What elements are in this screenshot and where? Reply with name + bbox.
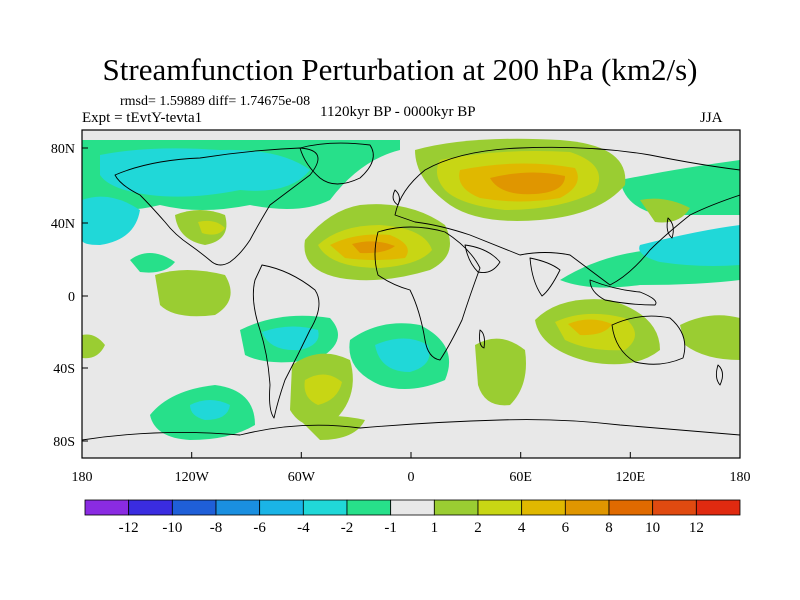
colorbar-labels: -12 -10 -8 -6 -4 -2 -1 1 2 4 6 8 10 12	[119, 520, 704, 536]
coastline-india	[529, 257, 561, 297]
coastline-greenland	[299, 142, 374, 185]
colorbar-label: -1	[384, 520, 397, 536]
colorbar-label: -10	[162, 520, 182, 536]
contour-neg-cpac	[130, 252, 175, 273]
colorbar-label: 8	[605, 520, 613, 536]
coastline-arabia	[464, 244, 501, 273]
coastline-australia	[611, 315, 686, 365]
colorbar-swatch	[84, 499, 130, 516]
contour-pos-sind	[475, 338, 526, 406]
contour-pos-cpac-s	[82, 334, 105, 359]
lon-label: 0	[408, 470, 415, 485]
lat-label: 0	[68, 290, 75, 305]
contour-pos-se	[680, 315, 740, 360]
lat-label: 80N	[51, 142, 75, 157]
coastline-british-isles	[392, 189, 400, 206]
contour-pos-mex-2	[198, 220, 225, 235]
colorbar-label: -8	[210, 520, 223, 536]
colorbar-label: 10	[645, 520, 660, 536]
colorbar-swatch	[302, 499, 348, 516]
lat-axis: 80N 40N 0 40S 80S	[51, 142, 75, 450]
coastline-se-asia	[589, 279, 657, 306]
contour-pos-ind-3	[568, 319, 612, 336]
period-label: 1120kyr BP - 0000kyr BP	[320, 104, 476, 120]
coastline-africa	[374, 226, 481, 361]
colorbar-swatch	[171, 499, 217, 516]
lon-label: 180	[730, 470, 751, 485]
colorbar-swatch	[564, 499, 610, 516]
colorbar-swatch	[259, 499, 304, 516]
coastline-madagascar	[479, 329, 485, 349]
coastline-antarctica	[82, 419, 740, 441]
colorbar-swatch	[695, 499, 741, 516]
coastline-south-america	[252, 264, 320, 419]
experiment-label: Expt = tEvtY-tevta1	[82, 110, 203, 126]
colorbar-swatch	[477, 499, 523, 516]
lat-label: 40S	[53, 362, 75, 377]
contour-pos-atl-4	[352, 241, 395, 254]
contour-neg-spac-core	[262, 326, 319, 351]
colorbar-label: 12	[689, 520, 704, 536]
lon-label: 60W	[288, 470, 316, 485]
colorbar-label: -2	[341, 520, 354, 536]
colorbar-swatch	[215, 499, 261, 516]
rmsd-stats: rmsd= 1.59889 diff= 1.74675e-08	[120, 94, 311, 109]
contour-neg-arctic-core	[100, 148, 310, 197]
coastline-japan	[666, 217, 674, 239]
contour-pos-cpac	[155, 270, 231, 317]
contour-pos-satl-2	[304, 374, 342, 405]
contour-neg-npac	[82, 196, 140, 245]
colorbar-label: -4	[297, 520, 310, 536]
lon-label: 120E	[616, 470, 646, 485]
axis-ticks	[81, 147, 741, 458]
contour-fills	[82, 138, 740, 440]
map-title: Streamfunction Perturbation at 200 hPa (…	[102, 52, 698, 87]
colorbar-label: 2	[474, 520, 482, 536]
coastlines	[82, 142, 740, 441]
contour-pos-south-atl	[300, 416, 365, 440]
colorbar-label: 4	[518, 520, 526, 536]
coastline-eurasia	[394, 146, 740, 286]
colorbar	[84, 499, 741, 516]
coastline-north-america	[114, 147, 319, 266]
contour-pos-ne-pac	[640, 198, 690, 223]
colorbar-swatch	[433, 499, 479, 516]
lon-axis: 180 120W 60W 0 60E 120E 180	[72, 470, 751, 485]
colorbar-swatch	[521, 499, 566, 516]
lat-label: 40N	[51, 217, 75, 232]
colorbar-label: 1	[431, 520, 439, 536]
season-label: JJA	[700, 110, 723, 126]
contour-neg-westpac-core	[639, 225, 740, 266]
colorbar-swatch	[128, 499, 173, 516]
colorbar-swatch	[652, 499, 697, 516]
colorbar-swatch	[390, 499, 435, 516]
colorbar-swatch	[608, 499, 654, 516]
contour-pos-eurasia-4	[490, 172, 565, 195]
colorbar-label: 6	[562, 520, 570, 536]
lon-label: 120W	[175, 470, 210, 485]
contour-neg-south-core	[190, 400, 230, 420]
colorbar-label: -12	[119, 520, 139, 536]
contour-neg-satl-core	[375, 338, 430, 372]
lat-label: 80S	[53, 435, 75, 450]
coastline-new-zealand	[715, 364, 723, 386]
lon-label: 180	[72, 470, 93, 485]
lon-label: 60E	[509, 470, 532, 485]
colorbar-swatch	[346, 499, 392, 516]
colorbar-label: -6	[253, 520, 266, 536]
